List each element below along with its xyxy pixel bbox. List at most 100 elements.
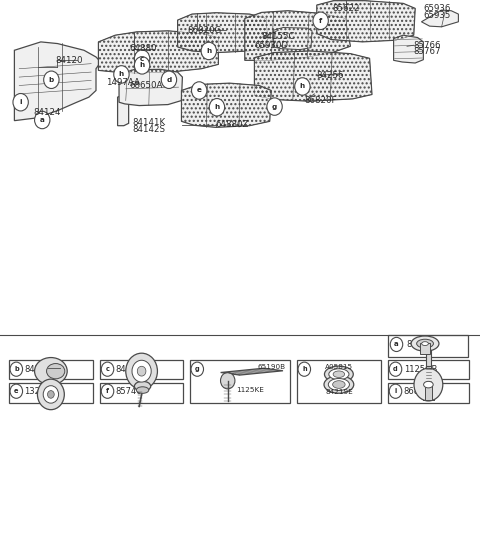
Circle shape	[134, 57, 150, 74]
FancyBboxPatch shape	[425, 385, 432, 400]
Circle shape	[313, 12, 328, 29]
Ellipse shape	[35, 358, 67, 385]
Text: d: d	[393, 366, 398, 372]
Polygon shape	[118, 94, 129, 126]
Text: h: h	[140, 62, 144, 68]
Text: 65935: 65935	[423, 10, 451, 20]
Circle shape	[161, 71, 177, 88]
FancyBboxPatch shape	[100, 383, 183, 403]
Text: c: c	[140, 56, 144, 62]
Polygon shape	[181, 83, 271, 128]
FancyBboxPatch shape	[388, 360, 469, 379]
Circle shape	[201, 42, 216, 59]
Polygon shape	[119, 69, 182, 106]
Ellipse shape	[329, 369, 349, 380]
Circle shape	[43, 386, 59, 403]
Circle shape	[101, 362, 114, 376]
FancyBboxPatch shape	[9, 360, 93, 379]
Text: 84145A: 84145A	[406, 340, 438, 349]
Circle shape	[389, 362, 402, 376]
Ellipse shape	[411, 336, 439, 351]
Text: 84256: 84256	[317, 71, 344, 80]
Text: 86825C: 86825C	[404, 387, 436, 396]
Ellipse shape	[417, 339, 433, 348]
Ellipse shape	[328, 379, 349, 391]
Text: a: a	[40, 117, 45, 123]
Text: 84120: 84120	[55, 56, 83, 65]
FancyBboxPatch shape	[297, 360, 381, 403]
Ellipse shape	[333, 371, 345, 378]
FancyBboxPatch shape	[420, 342, 430, 354]
Text: h: h	[302, 366, 307, 372]
Text: 84143: 84143	[116, 365, 142, 374]
Text: a: a	[394, 341, 399, 348]
Polygon shape	[254, 51, 372, 101]
Ellipse shape	[136, 387, 149, 393]
Ellipse shape	[134, 382, 151, 391]
Text: 84124: 84124	[34, 108, 61, 117]
Circle shape	[126, 353, 157, 389]
Text: 85622: 85622	[333, 4, 360, 13]
Circle shape	[35, 111, 50, 129]
Text: 85766: 85766	[414, 41, 441, 50]
Text: 86820G: 86820G	[187, 26, 221, 35]
Polygon shape	[317, 1, 415, 42]
Text: 84142S: 84142S	[132, 125, 165, 134]
Text: 1497AA: 1497AA	[106, 77, 140, 87]
Text: h: h	[215, 104, 219, 110]
Text: i: i	[19, 99, 22, 105]
Text: 84219E: 84219E	[325, 389, 353, 395]
Circle shape	[134, 50, 150, 68]
Text: 85767: 85767	[414, 47, 441, 57]
Polygon shape	[274, 27, 312, 50]
Circle shape	[10, 384, 23, 398]
Text: h: h	[300, 83, 305, 89]
Text: 84155C: 84155C	[262, 32, 295, 41]
Circle shape	[191, 362, 204, 376]
Text: b: b	[49, 77, 54, 83]
Text: 85746: 85746	[116, 387, 142, 396]
Text: g: g	[195, 366, 200, 372]
Circle shape	[295, 78, 310, 95]
Circle shape	[209, 99, 225, 116]
Circle shape	[137, 366, 146, 376]
Polygon shape	[394, 35, 423, 63]
Circle shape	[389, 384, 402, 398]
Text: 68650A: 68650A	[130, 81, 163, 90]
Text: 1327AE: 1327AE	[24, 387, 57, 396]
Text: f: f	[106, 388, 109, 394]
Circle shape	[298, 362, 311, 376]
Text: 65930D: 65930D	[254, 41, 288, 50]
Polygon shape	[178, 13, 268, 53]
Text: 84141K: 84141K	[132, 118, 165, 127]
Circle shape	[220, 373, 235, 389]
Text: 64880Z: 64880Z	[215, 120, 249, 129]
Circle shape	[414, 368, 443, 401]
Text: h: h	[119, 71, 124, 77]
Text: 86820F: 86820F	[305, 96, 337, 105]
Circle shape	[192, 82, 207, 99]
Circle shape	[10, 362, 23, 376]
Ellipse shape	[324, 366, 353, 383]
FancyBboxPatch shape	[9, 383, 93, 403]
Text: d: d	[167, 77, 171, 83]
Text: c: c	[106, 366, 109, 372]
Circle shape	[267, 98, 282, 116]
FancyBboxPatch shape	[190, 360, 290, 403]
Circle shape	[101, 384, 114, 398]
Text: 64880: 64880	[130, 44, 157, 53]
Polygon shape	[421, 10, 458, 27]
Text: f: f	[319, 18, 322, 24]
Text: 65190B: 65190B	[258, 364, 286, 370]
Text: 1125KE: 1125KE	[236, 387, 264, 393]
FancyBboxPatch shape	[388, 335, 468, 357]
Polygon shape	[245, 11, 350, 60]
Text: b: b	[14, 366, 19, 372]
Circle shape	[132, 360, 151, 382]
Text: g: g	[272, 104, 277, 110]
Circle shape	[44, 71, 59, 88]
Text: i: i	[395, 388, 396, 394]
Ellipse shape	[333, 381, 345, 389]
FancyBboxPatch shape	[426, 350, 432, 366]
Polygon shape	[221, 368, 283, 375]
